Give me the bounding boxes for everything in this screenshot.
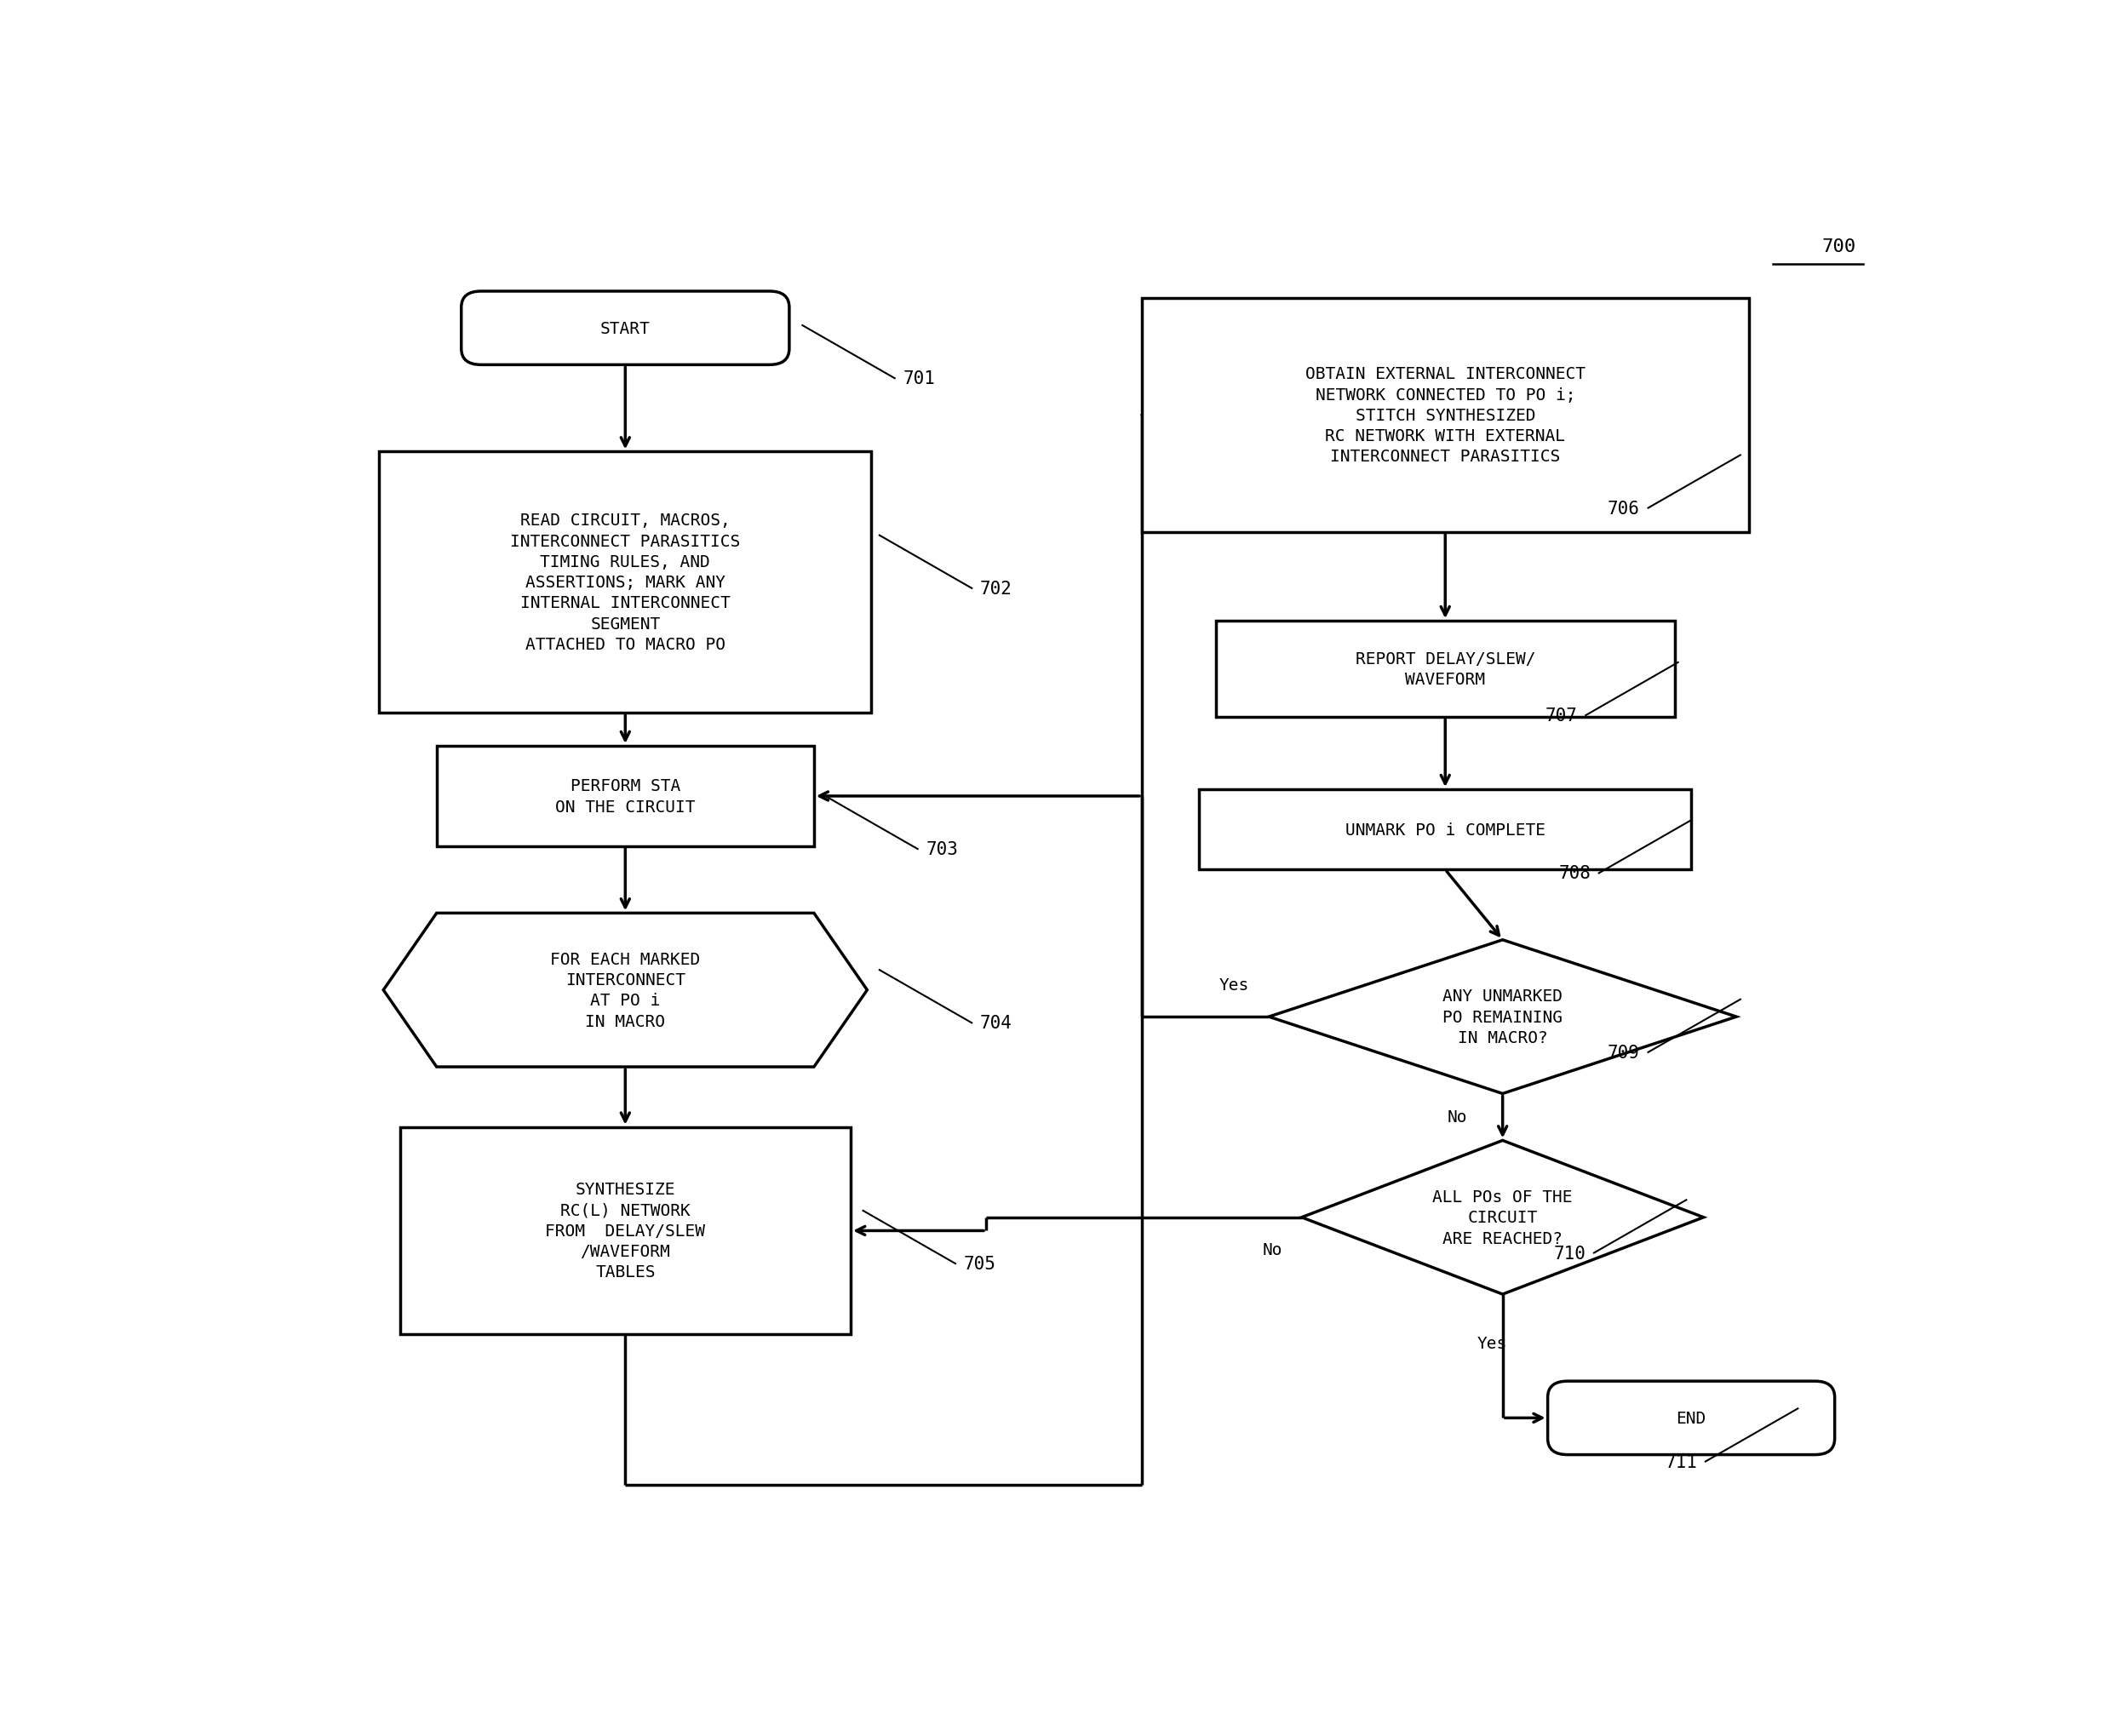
Text: 711: 711 (1665, 1453, 1697, 1470)
Text: Yes: Yes (1477, 1335, 1507, 1351)
Text: 705: 705 (963, 1255, 997, 1272)
Text: No: No (1447, 1109, 1469, 1125)
Text: 708: 708 (1559, 865, 1591, 882)
Text: FOR EACH MARKED
INTERCONNECT
AT PO i
IN MACRO: FOR EACH MARKED INTERCONNECT AT PO i IN … (550, 951, 700, 1029)
Text: No: No (1261, 1241, 1282, 1259)
Text: END: END (1676, 1410, 1705, 1427)
Text: PERFORM STA
ON THE CIRCUIT: PERFORM STA ON THE CIRCUIT (554, 778, 696, 814)
Text: SYNTHESIZE
RC(L) NETWORK
FROM  DELAY/SLEW
/WAVEFORM
TABLES: SYNTHESIZE RC(L) NETWORK FROM DELAY/SLEW… (546, 1182, 705, 1279)
Bar (1143, 299, 1748, 533)
Bar (1215, 621, 1676, 717)
Polygon shape (383, 913, 868, 1068)
Text: UNMARK PO i COMPLETE: UNMARK PO i COMPLETE (1346, 821, 1545, 838)
Text: 704: 704 (980, 1014, 1011, 1031)
Text: ANY UNMARKED
PO REMAINING
IN MACRO?: ANY UNMARKED PO REMAINING IN MACRO? (1443, 988, 1562, 1045)
Text: ALL POs OF THE
CIRCUIT
ARE REACHED?: ALL POs OF THE CIRCUIT ARE REACHED? (1433, 1189, 1572, 1246)
Polygon shape (1270, 941, 1737, 1094)
Text: 706: 706 (1608, 500, 1640, 517)
Text: 707: 707 (1545, 707, 1579, 724)
Text: 709: 709 (1608, 1043, 1640, 1061)
Text: REPORT DELAY/SLEW/
WAVEFORM: REPORT DELAY/SLEW/ WAVEFORM (1354, 651, 1536, 687)
Text: 703: 703 (927, 840, 959, 858)
FancyBboxPatch shape (461, 292, 789, 365)
Text: OBTAIN EXTERNAL INTERCONNECT
NETWORK CONNECTED TO PO i;
STITCH SYNTHESIZED
RC NE: OBTAIN EXTERNAL INTERCONNECT NETWORK CON… (1306, 366, 1585, 465)
Text: 701: 701 (904, 370, 935, 387)
Text: START: START (601, 321, 650, 337)
Text: 702: 702 (980, 580, 1011, 597)
Text: 700: 700 (1822, 238, 1856, 255)
Bar (436, 746, 815, 847)
Bar (379, 453, 872, 713)
Text: READ CIRCUIT, MACROS,
INTERCONNECT PARASITICS
TIMING RULES, AND
ASSERTIONS; MARK: READ CIRCUIT, MACROS, INTERCONNECT PARAS… (510, 512, 741, 653)
Text: 710: 710 (1553, 1245, 1585, 1262)
Polygon shape (1301, 1141, 1703, 1295)
Text: Yes: Yes (1219, 977, 1248, 993)
FancyBboxPatch shape (1547, 1382, 1835, 1455)
Bar (400, 1127, 851, 1335)
Bar (1200, 790, 1691, 870)
